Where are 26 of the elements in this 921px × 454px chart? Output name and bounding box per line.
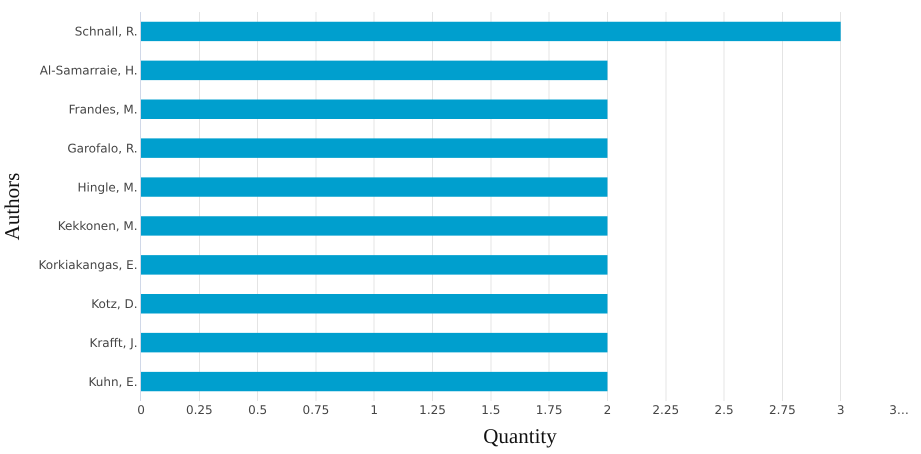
x-tick-label: 3 xyxy=(836,403,845,417)
x-tick-label: 0.5 xyxy=(248,403,268,417)
y-tick-label: Kekkonen, M. xyxy=(58,219,138,234)
x-tick-label: 2.5 xyxy=(714,403,734,417)
x-tick-label: 3… xyxy=(889,403,909,417)
y-tick-label: Kotz, D. xyxy=(91,296,138,311)
y-tick-label: Krafft, J. xyxy=(89,336,138,350)
x-tick-label: 0 xyxy=(137,403,145,417)
y-axis-title: Authors xyxy=(0,172,24,240)
y-tick-label: Al-Samarraie, H. xyxy=(40,64,138,78)
y-tick-label: Garofalo, R. xyxy=(67,141,138,156)
x-tick-label: 1.25 xyxy=(419,403,446,417)
y-tick-label: Hingle, M. xyxy=(78,180,138,194)
x-axis-title: Quantity xyxy=(483,424,558,448)
y-tick-label: Schnall, R. xyxy=(74,24,138,39)
x-tick-label: 1.75 xyxy=(536,403,563,417)
x-tick-label: 2 xyxy=(604,403,612,417)
x-tick-label: 0.75 xyxy=(302,403,330,417)
x-tick-label: 2.75 xyxy=(769,403,796,417)
y-tick-label: Kuhn, E. xyxy=(88,374,138,389)
x-tick-label: 1.5 xyxy=(481,403,500,417)
x-tick-label: 2.25 xyxy=(652,403,680,417)
x-tick-label: 0.25 xyxy=(186,403,213,417)
y-tick-label: Korkiakangas, E. xyxy=(38,258,138,272)
x-tick-label: 1 xyxy=(370,403,378,417)
y-tick-label: Frandes, M. xyxy=(68,102,138,116)
